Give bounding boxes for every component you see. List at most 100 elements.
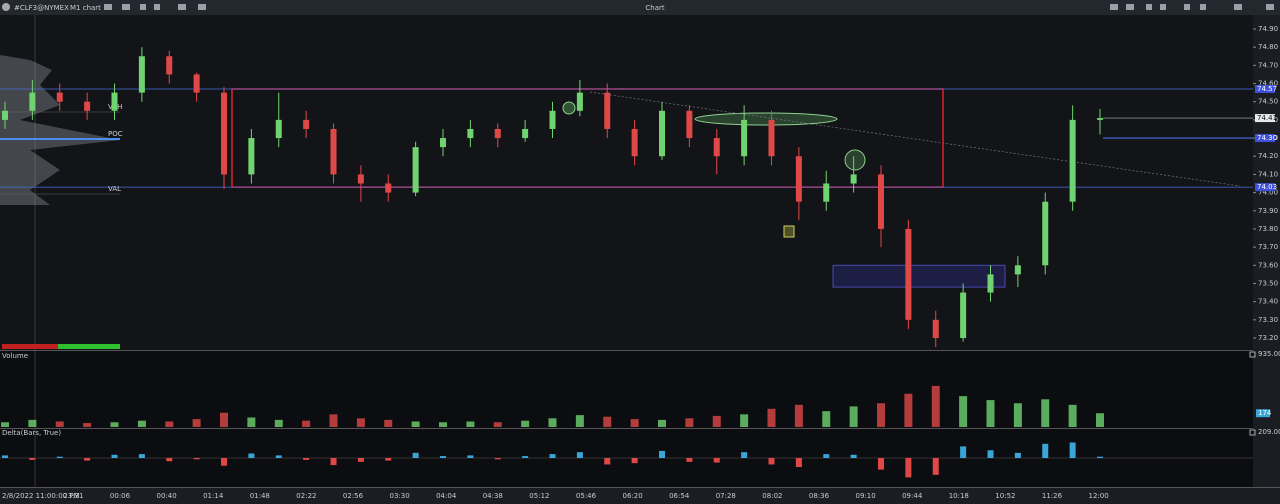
delta-bar [84, 458, 91, 461]
candle-body [1097, 118, 1103, 120]
status-bar [58, 344, 120, 349]
x-tick-label: 04:04 [436, 492, 457, 500]
delta-bar [604, 458, 611, 465]
candle-body [111, 92, 118, 111]
volume-bar [411, 421, 420, 427]
candle-body [467, 128, 474, 139]
price-tag-label: 74.30 [1257, 134, 1277, 142]
x-tick-label: 10:52 [995, 492, 1015, 500]
delta-bar [1014, 452, 1021, 458]
delta-bar [275, 455, 282, 458]
x-tick-label: 02:22 [296, 492, 316, 500]
delta-bar [2, 455, 8, 458]
x-tick-label: 02:56 [343, 492, 364, 500]
y-tick-label: 74.20 [1258, 152, 1278, 160]
price-tag [1255, 84, 1275, 93]
candle-body [850, 174, 857, 184]
x-tick-label: 05:46 [576, 492, 597, 500]
volume-pane [0, 351, 1253, 428]
volume-bar [83, 423, 92, 427]
candle-body [303, 119, 310, 129]
delta-bar [1042, 443, 1049, 458]
volume-bar [658, 419, 666, 427]
y-tick-label: 73.30 [1258, 316, 1278, 324]
volume-bar [247, 417, 256, 427]
volume-bar [1096, 413, 1104, 427]
candle-body [494, 128, 501, 139]
delta-bar [576, 452, 583, 458]
candle-body [56, 92, 63, 102]
price-tag [1255, 134, 1275, 143]
volume-bar [521, 420, 530, 427]
candle-body [138, 56, 145, 93]
ellipse-drawing [844, 149, 866, 171]
x-tick-label: 09:44 [902, 492, 923, 500]
delta-bar [960, 446, 967, 458]
volume-bar [740, 414, 749, 427]
volume-bar [986, 400, 995, 427]
delta-bar [850, 454, 857, 458]
delta-bar [713, 458, 720, 463]
volume-bar [959, 396, 968, 427]
volume-bar [165, 421, 174, 427]
candle-body [713, 138, 720, 157]
candle-body [357, 174, 364, 184]
x-tick-label: 04:38 [483, 492, 503, 500]
candle-body [823, 183, 830, 202]
volume-bar [274, 419, 283, 427]
volume-bar [493, 422, 502, 427]
y-tick-label: 74.70 [1258, 61, 1278, 69]
timeframe[interactable]: M1 chart [70, 4, 101, 12]
volume-bar [767, 408, 776, 427]
x-tick-label: 09:10 [856, 492, 876, 500]
symbol[interactable]: #CLF3@NYMEX [14, 4, 69, 12]
price-axis [1253, 15, 1280, 487]
delta-bar [1069, 442, 1076, 458]
pane-button[interactable] [1249, 351, 1256, 358]
value-tag [1256, 409, 1270, 418]
candle-body [1014, 265, 1021, 275]
delta-bar [303, 458, 310, 460]
delta-bar [494, 458, 501, 460]
candle-body [275, 119, 282, 139]
value-tag-label: 174 [1258, 409, 1272, 417]
candle-body [1042, 201, 1049, 266]
delta-bar [111, 454, 118, 458]
delta-bar [823, 454, 830, 458]
toolbar-icons[interactable] [104, 4, 1274, 10]
x-tick-label: 01:14 [203, 492, 224, 500]
y-tick-label: 74.60 [1258, 80, 1278, 88]
delta-bar [878, 458, 884, 470]
candle-body [248, 138, 255, 175]
delta-bar [741, 452, 748, 458]
volume-bar [630, 419, 639, 427]
candle-body [795, 156, 802, 202]
candle-body [905, 228, 912, 320]
y-tick-label: 73.70 [1258, 243, 1278, 251]
pane-button[interactable] [1249, 429, 1256, 436]
candle-body [987, 274, 994, 293]
symbol-icon[interactable] [2, 3, 10, 11]
delta-bar [440, 456, 446, 458]
volume-bar [1068, 404, 1077, 427]
x-tick-label: 06:54 [669, 492, 690, 500]
candle-body [576, 92, 583, 111]
candle-body [440, 138, 446, 148]
candle-body [29, 92, 36, 111]
volume-bar [575, 415, 584, 427]
toolbar [0, 0, 1280, 15]
trend-line [589, 91, 1241, 187]
y-tick-label: 74.10 [1258, 170, 1278, 178]
delta-bar [385, 458, 392, 461]
candle-body [960, 292, 967, 339]
volume-bar [712, 415, 721, 427]
volume-bar [302, 420, 311, 427]
delta-bar [549, 454, 556, 458]
volume-bar [356, 418, 365, 427]
delta-bar [768, 458, 775, 465]
x-tick-label: 05:12 [529, 492, 549, 500]
ellipse-drawing [694, 112, 838, 126]
y-tick-label: 74.50 [1258, 98, 1278, 106]
volume-bar [384, 419, 393, 427]
